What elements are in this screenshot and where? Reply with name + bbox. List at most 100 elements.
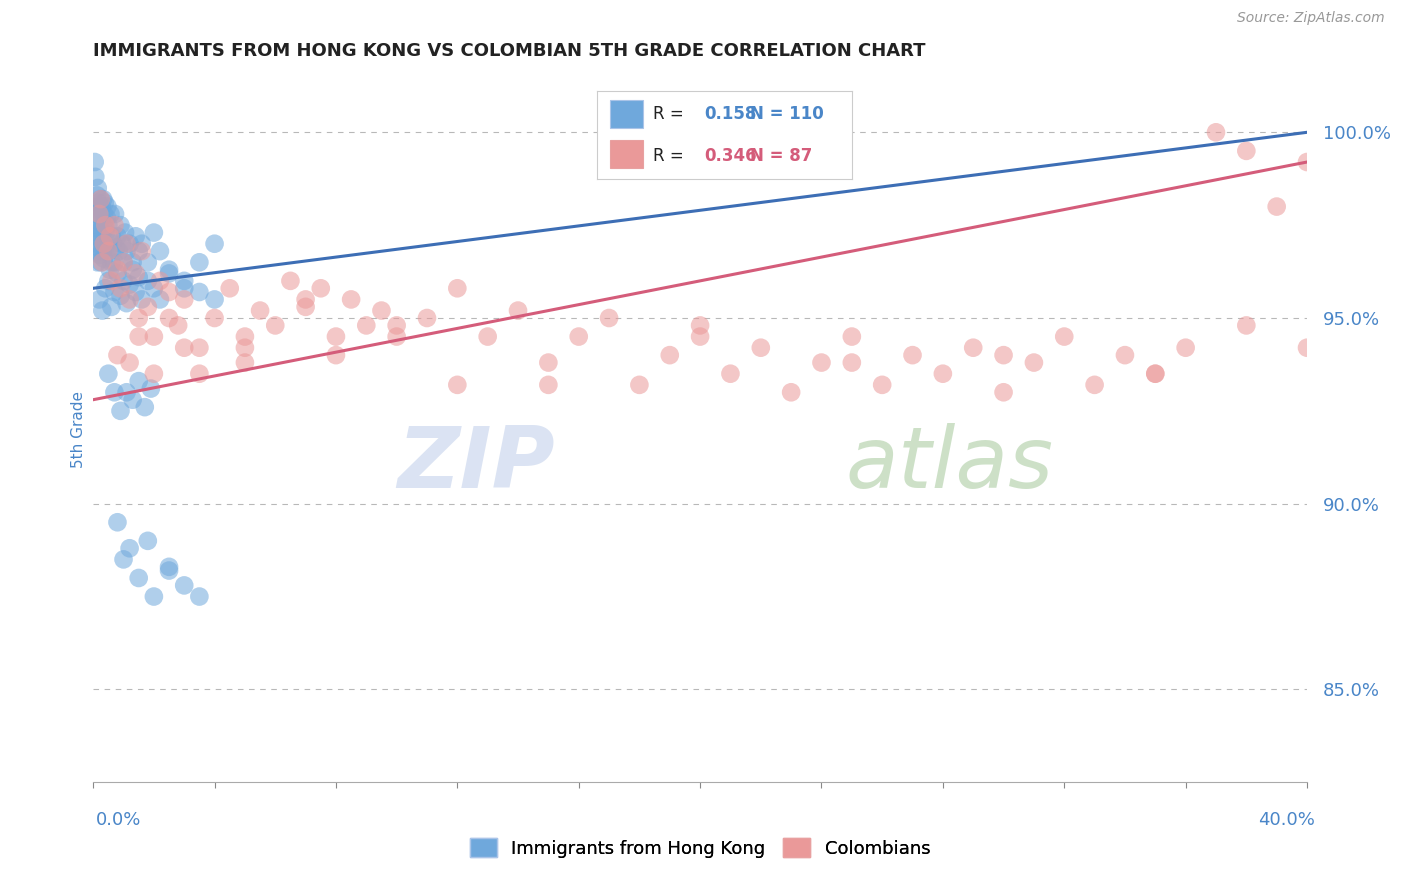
Point	[689, 318, 711, 333]
Point	[149, 293, 172, 307]
Point	[114, 226, 136, 240]
Point	[1296, 341, 1319, 355]
Point	[370, 303, 392, 318]
Point	[173, 293, 195, 307]
Point	[506, 303, 529, 318]
Point	[157, 267, 180, 281]
Point	[98, 229, 121, 244]
Point	[93, 236, 115, 251]
Point	[107, 267, 129, 281]
Point	[537, 355, 560, 369]
Point	[87, 181, 110, 195]
Point	[136, 255, 159, 269]
Point	[87, 214, 110, 228]
Point	[157, 559, 180, 574]
Point	[118, 293, 141, 307]
Point	[104, 207, 127, 221]
Point	[107, 516, 129, 530]
Point	[124, 267, 146, 281]
Point	[204, 311, 226, 326]
Point	[107, 229, 129, 244]
Point	[1234, 144, 1257, 158]
Point	[115, 385, 138, 400]
Point	[121, 392, 143, 407]
Point	[128, 329, 150, 343]
Point	[93, 195, 115, 210]
Point	[91, 226, 114, 240]
Point	[91, 244, 114, 259]
Point	[118, 277, 141, 292]
Point	[90, 211, 112, 225]
Text: atlas: atlas	[846, 423, 1053, 506]
Point	[115, 236, 138, 251]
Text: 0.0%: 0.0%	[96, 811, 141, 829]
Point	[94, 218, 117, 232]
Point	[97, 244, 120, 259]
Point	[870, 377, 893, 392]
Point	[94, 226, 117, 240]
Point	[83, 155, 105, 169]
Point	[780, 385, 803, 400]
Point	[385, 329, 408, 343]
Point	[100, 255, 122, 269]
Point	[294, 300, 316, 314]
Point	[188, 285, 211, 299]
Point	[112, 255, 135, 269]
Point	[1114, 348, 1136, 362]
Point	[356, 318, 378, 333]
Point	[962, 341, 984, 355]
Point	[139, 382, 162, 396]
Point	[385, 318, 408, 333]
Point	[128, 571, 150, 585]
Point	[233, 329, 256, 343]
Point	[264, 318, 287, 333]
Point	[932, 367, 955, 381]
Point	[749, 341, 772, 355]
Text: ZIP: ZIP	[396, 423, 554, 506]
Point	[86, 188, 108, 202]
Point	[118, 236, 141, 251]
Point	[142, 226, 165, 240]
Point	[136, 300, 159, 314]
Point	[94, 240, 117, 254]
Point	[157, 311, 180, 326]
Point	[142, 281, 165, 295]
Point	[93, 252, 115, 266]
Point	[115, 244, 138, 259]
Point	[103, 285, 125, 299]
Point	[118, 355, 141, 369]
Point	[94, 222, 117, 236]
Point	[87, 226, 110, 240]
Point	[280, 274, 302, 288]
Point	[84, 200, 107, 214]
Point	[598, 311, 620, 326]
Point	[325, 348, 347, 362]
Point	[91, 192, 114, 206]
Point	[87, 240, 110, 254]
Point	[87, 195, 110, 210]
Text: 40.0%: 40.0%	[1258, 811, 1315, 829]
Point	[107, 262, 129, 277]
Point	[416, 311, 439, 326]
Point	[90, 192, 112, 206]
Point	[188, 367, 211, 381]
Point	[142, 329, 165, 343]
Point	[188, 590, 211, 604]
Point	[89, 192, 111, 206]
Point	[90, 233, 112, 247]
Point	[233, 341, 256, 355]
Point	[218, 281, 240, 295]
Point	[149, 244, 172, 259]
Point	[446, 281, 468, 295]
Point	[188, 255, 211, 269]
Point	[115, 296, 138, 310]
Point	[84, 244, 107, 259]
Point	[84, 169, 107, 184]
Point	[446, 377, 468, 392]
Point	[1144, 367, 1167, 381]
Point	[131, 293, 153, 307]
Point	[97, 367, 120, 381]
Point	[901, 348, 924, 362]
Point	[157, 262, 180, 277]
Point	[568, 329, 591, 343]
